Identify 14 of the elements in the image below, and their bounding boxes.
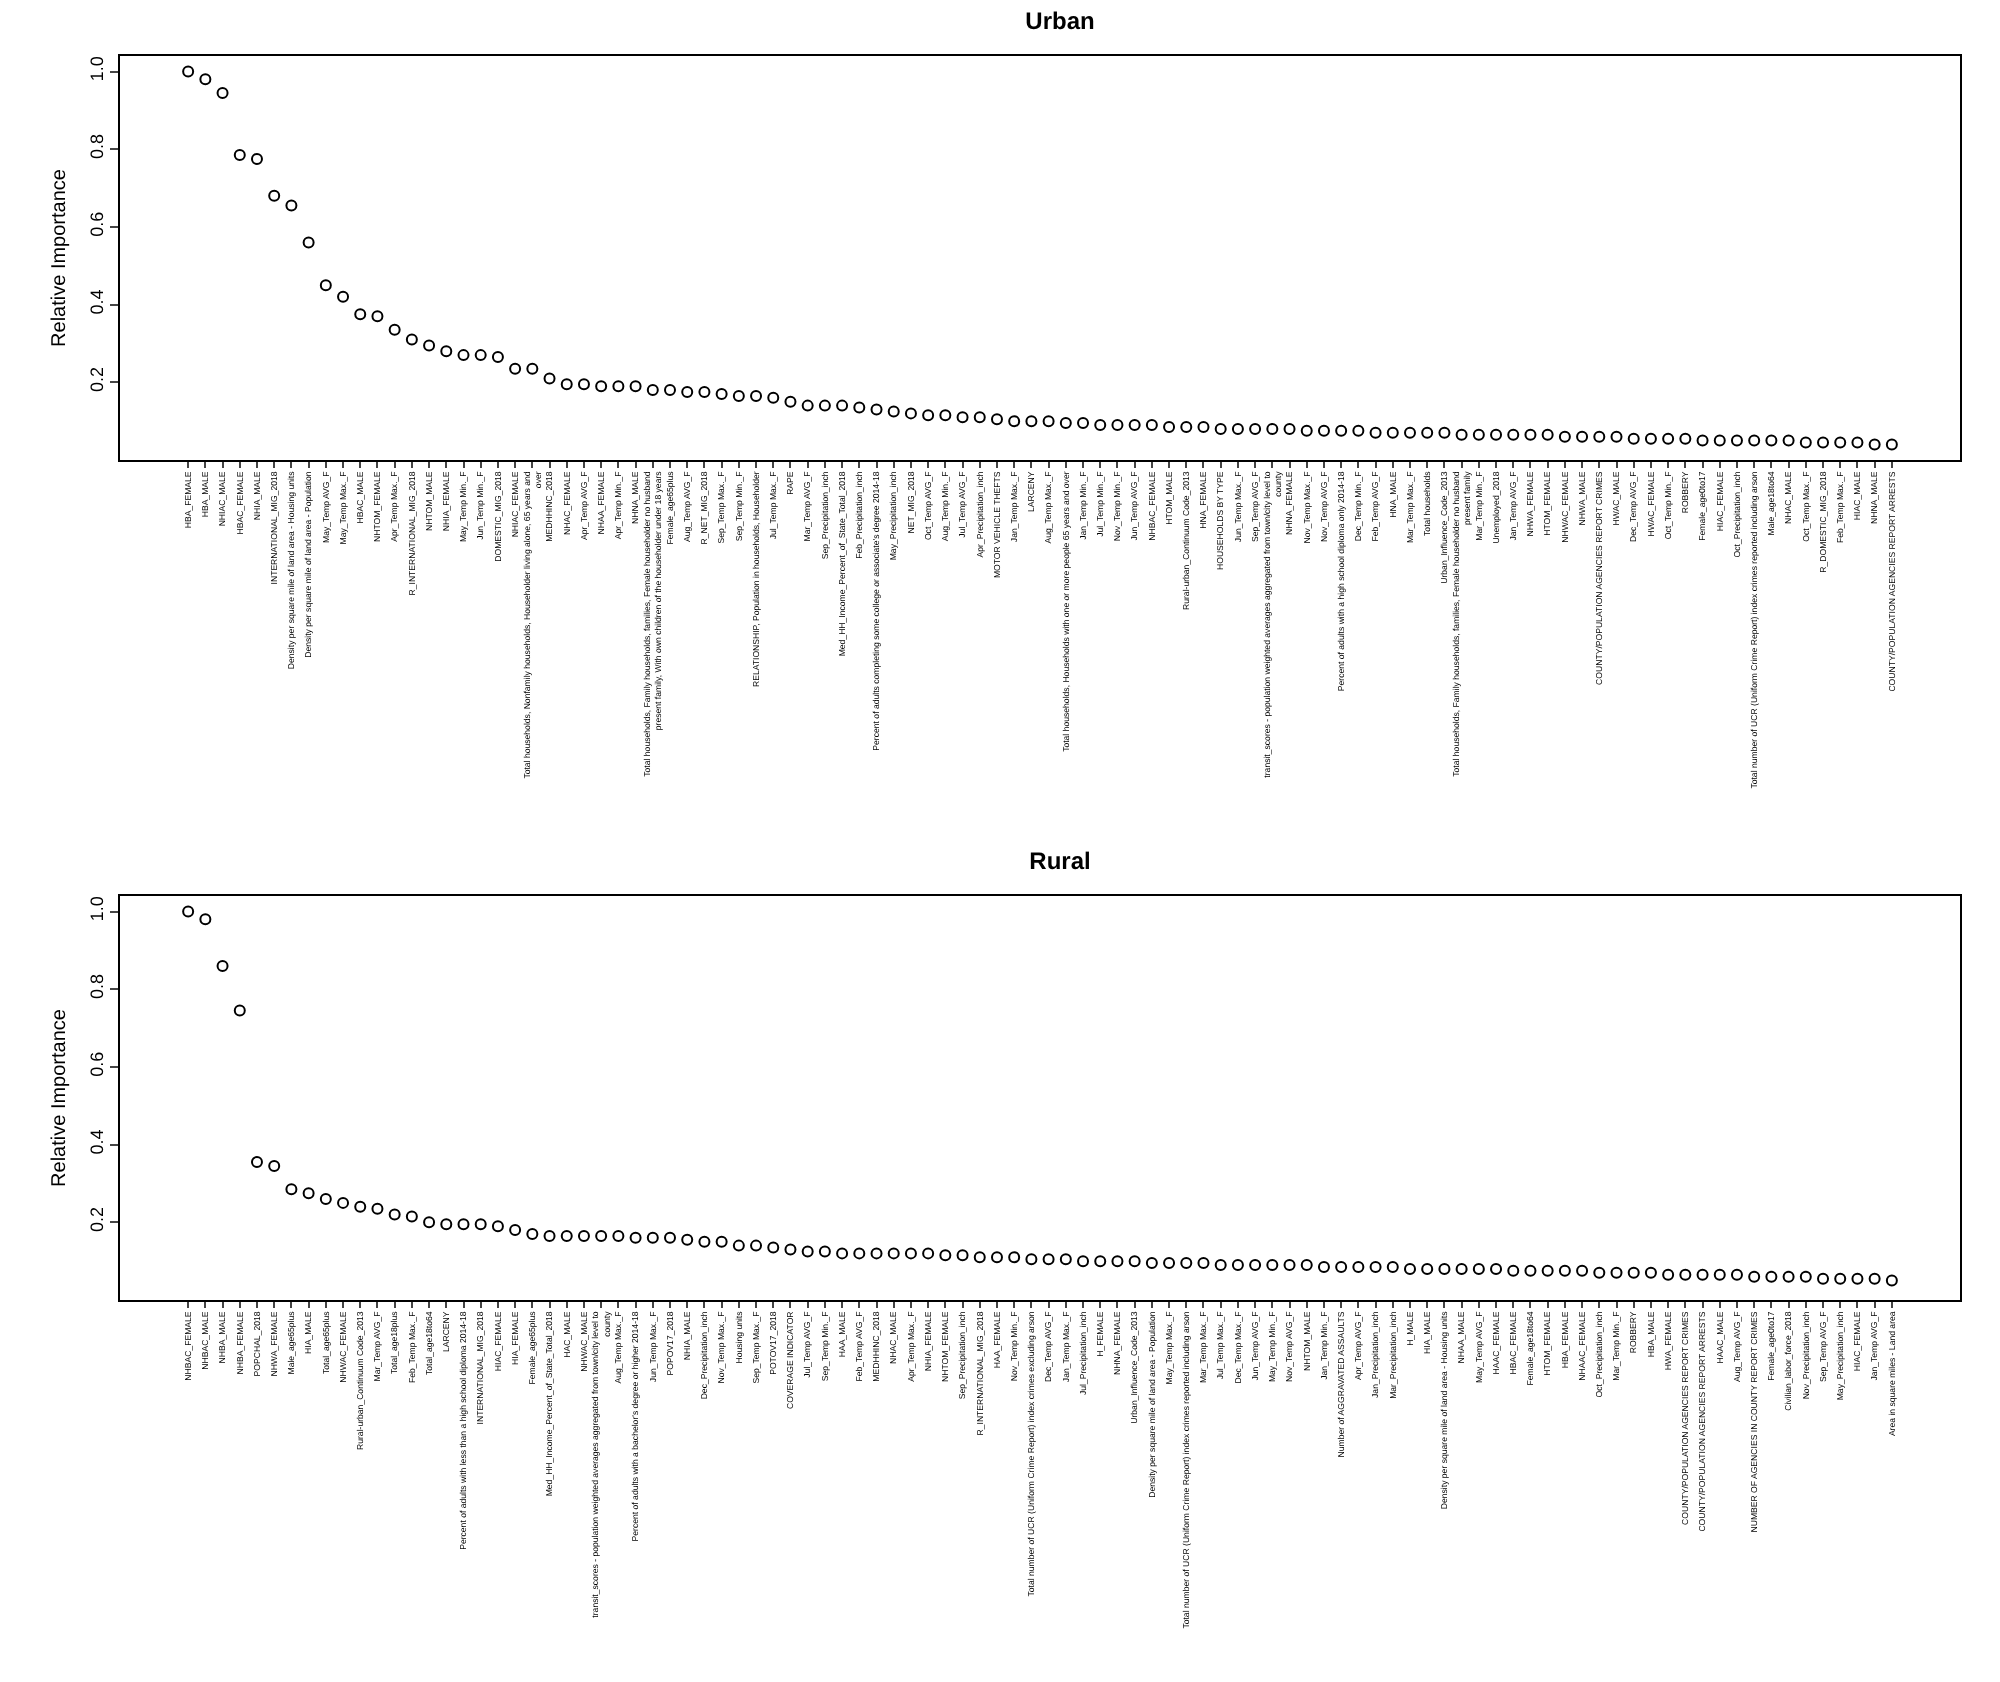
y-tick-label: 0.8 bbox=[86, 134, 107, 160]
y-tick-label: 1.0 bbox=[86, 896, 107, 922]
y-tick-label: 0.2 bbox=[86, 1207, 107, 1233]
y-axis-title: Relative Importance bbox=[48, 1008, 71, 1187]
y-tick-label: 0.2 bbox=[86, 367, 107, 393]
y-tick-label: 0.8 bbox=[86, 974, 107, 1000]
y-tick-label: 0.4 bbox=[86, 289, 107, 315]
y-tick-label: 0.4 bbox=[86, 1129, 107, 1155]
y-tick-label: 0.6 bbox=[86, 211, 107, 237]
y-axis-title: Relative Importance bbox=[48, 168, 71, 347]
y-tick-label: 1.0 bbox=[86, 56, 107, 82]
y-tick-label: 0.6 bbox=[86, 1051, 107, 1077]
chart-title: Urban bbox=[1025, 7, 1095, 36]
chart-title: Rural bbox=[1029, 847, 1091, 876]
